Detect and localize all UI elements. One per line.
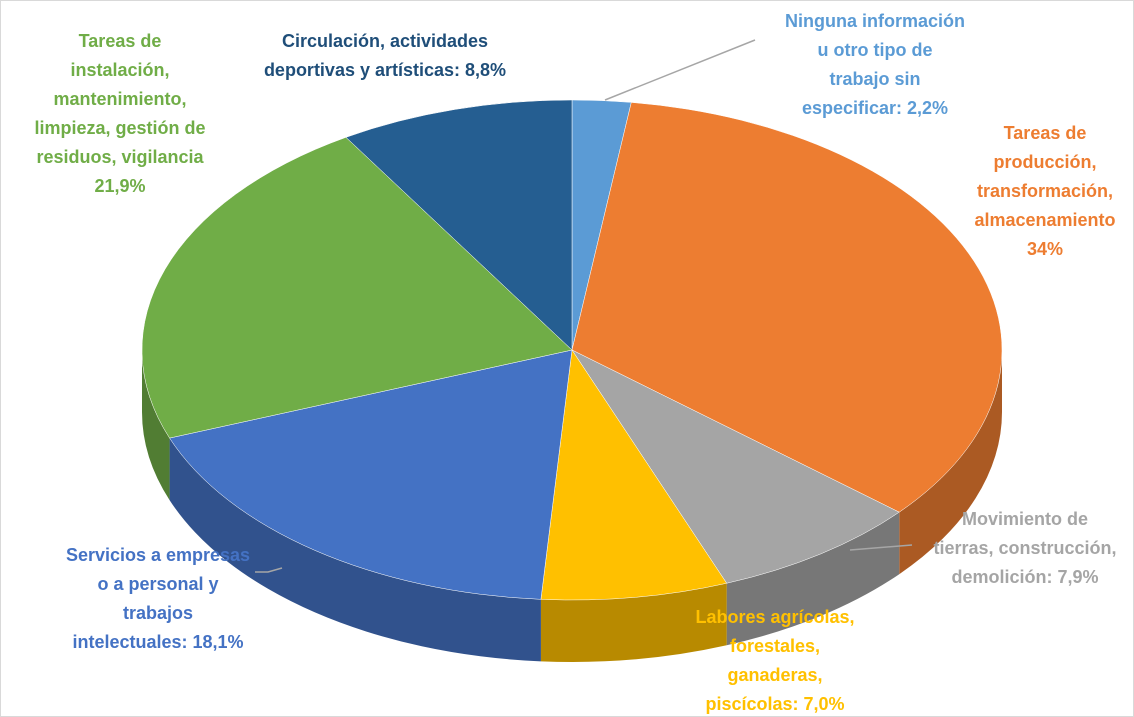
data-label: 34%: [1027, 239, 1063, 259]
data-label: transformación,: [977, 181, 1113, 201]
slice: [571, 102, 1003, 513]
data-label: o a personal y: [97, 574, 218, 594]
data-label: instalación,: [70, 60, 169, 80]
slice-side: [540, 583, 727, 662]
leader-line: [255, 567, 283, 573]
leader-line: [849, 544, 913, 551]
data-label: producción,: [994, 152, 1097, 172]
slice-side: [142, 350, 170, 501]
data-label: Movimiento de: [962, 509, 1088, 529]
data-label: almacenamiento: [974, 210, 1115, 230]
slice: [141, 137, 573, 439]
slice-side: [899, 350, 1002, 575]
data-label: Ninguna información: [785, 11, 965, 31]
data-label: trabajos: [123, 603, 193, 623]
data-label: 21,9%: [94, 176, 145, 196]
slice: [345, 99, 573, 351]
data-label: mantenimiento,: [53, 89, 186, 109]
slice: [571, 349, 900, 584]
data-label: Tareas de: [79, 31, 162, 51]
slice: [540, 349, 728, 601]
slice: [169, 349, 573, 600]
data-label: ganaderas,: [727, 665, 822, 685]
data-label: deportivas y artísticas: 8,8%: [264, 60, 506, 80]
data-label: limpieza, gestión de: [34, 118, 205, 138]
slice-side: [169, 438, 541, 662]
data-label: tierras, construcción,: [933, 538, 1116, 558]
data-label: Servicios a empresas: [66, 545, 250, 565]
data-label: Circulación, actividades: [282, 31, 488, 51]
data-label: demolición: 7,9%: [951, 567, 1098, 587]
data-label: intelectuales: 18,1%: [72, 632, 243, 652]
data-label: forestales,: [730, 636, 820, 656]
data-label: Labores agrícolas,: [695, 607, 854, 627]
leader-line: [604, 39, 756, 101]
data-label: Tareas de: [1004, 123, 1087, 143]
data-label: u otro tipo de: [818, 40, 933, 60]
data-label: especificar: 2,2%: [802, 98, 948, 118]
data-label: trabajo sin: [829, 69, 920, 89]
slice-side: [726, 512, 900, 646]
data-label: residuos, vigilancia: [36, 147, 204, 167]
data-label: piscícolas: 7,0%: [705, 694, 844, 714]
